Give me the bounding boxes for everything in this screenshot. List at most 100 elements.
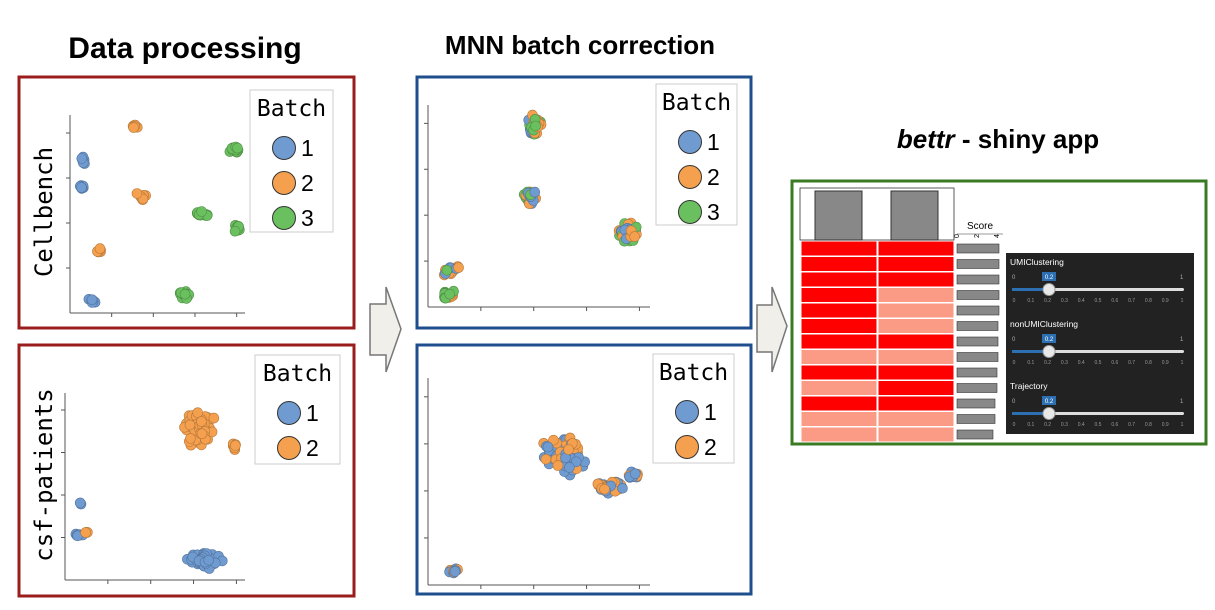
legend-swatch xyxy=(678,130,702,154)
legend-swatch xyxy=(272,171,296,195)
legend-swatch xyxy=(675,435,699,459)
cell-point xyxy=(86,294,98,306)
cell-point xyxy=(179,288,191,300)
dataset-label: Cellbench xyxy=(30,147,58,277)
cell-point xyxy=(599,483,610,495)
slider-fill xyxy=(1012,288,1049,291)
cell-point xyxy=(552,460,564,471)
slider-tick: 0.3 xyxy=(1061,298,1068,304)
cell-point xyxy=(563,444,574,455)
slider-tick: 0 xyxy=(1013,360,1016,366)
legend-label: 1 xyxy=(306,400,319,426)
slider-label: nonUMIClustering xyxy=(1010,319,1078,329)
legend-label: 3 xyxy=(301,205,314,231)
legend-label: 2 xyxy=(707,164,720,190)
slider-max: 1 xyxy=(1180,399,1184,405)
heat-cell xyxy=(800,287,878,303)
score-bar xyxy=(956,429,994,440)
slider-tick: 0.9 xyxy=(1162,298,1169,304)
slider-panel xyxy=(1006,253,1194,434)
legend-swatch xyxy=(675,400,699,424)
score-bar xyxy=(956,274,1000,285)
legend-label: 1 xyxy=(707,129,720,155)
slider-tick: 0.8 xyxy=(1145,422,1152,428)
heat-cell xyxy=(877,333,955,350)
score-bar xyxy=(956,398,996,409)
legend-box xyxy=(249,89,334,233)
slider-tick: 0.1 xyxy=(1027,422,1034,428)
cell-point xyxy=(230,440,241,451)
slider-tick: 0.3 xyxy=(1061,422,1068,428)
cell-point xyxy=(76,153,88,164)
heat-cell xyxy=(877,380,955,396)
panel-frame xyxy=(415,343,753,596)
legend-swatch xyxy=(277,401,301,425)
mnn-title: MNN batch correction xyxy=(445,30,715,60)
processing-title: Data processing xyxy=(68,32,301,65)
panel-frame xyxy=(415,75,753,330)
cell-point xyxy=(529,186,541,198)
cell-point xyxy=(449,566,461,577)
slider-tick: 0.7 xyxy=(1128,422,1135,428)
cell-point xyxy=(232,142,243,154)
cell-point xyxy=(629,468,641,480)
heat-cell xyxy=(877,271,955,288)
heat-cell xyxy=(877,302,955,319)
score-bar xyxy=(956,305,1000,316)
legend-title: Batch xyxy=(659,360,728,386)
cell-point xyxy=(196,428,208,440)
top-bar xyxy=(890,190,939,241)
top-bar xyxy=(814,190,863,241)
legend-swatch xyxy=(277,436,301,460)
legend-swatch xyxy=(272,136,296,160)
score-bar xyxy=(956,383,998,393)
slider-tick: 0.5 xyxy=(1095,422,1102,428)
cell-point xyxy=(453,262,464,273)
heat-cell xyxy=(877,349,955,365)
heat-cell xyxy=(800,333,878,350)
cell-point xyxy=(617,482,628,494)
slider-tick: 1 xyxy=(1181,422,1184,428)
heat-cell xyxy=(877,364,955,381)
slider-value-box xyxy=(1042,334,1056,343)
slider-fill xyxy=(1012,350,1049,353)
heat-cell xyxy=(800,349,878,365)
slider-value: 0.2 xyxy=(1045,337,1054,343)
legend-label: 3 xyxy=(707,199,720,225)
slider-tick: 0.9 xyxy=(1162,422,1169,428)
slider-tick: 1 xyxy=(1181,298,1184,304)
slider-min: 0 xyxy=(1012,337,1016,343)
heat-cell xyxy=(800,256,878,272)
cell-point xyxy=(229,225,241,237)
slider-tick: 0.5 xyxy=(1095,360,1102,366)
heat-cell xyxy=(800,271,878,288)
slider-handle[interactable] xyxy=(1042,283,1056,296)
legend-swatch xyxy=(272,206,296,230)
app-title: bettr - shiny app xyxy=(897,124,1099,154)
slider-tick: 1 xyxy=(1181,360,1184,366)
slider-tick: 0.4 xyxy=(1078,422,1085,428)
cell-point xyxy=(208,412,220,424)
slider-tick: 0.2 xyxy=(1044,422,1051,428)
panel-frame xyxy=(790,179,1208,446)
slider-tick: 0.4 xyxy=(1078,360,1085,366)
slider-tick: 0.8 xyxy=(1145,298,1152,304)
cell-point xyxy=(570,456,582,468)
slider-tick: 0.5 xyxy=(1095,298,1102,304)
slider-handle[interactable] xyxy=(1042,407,1056,420)
slider-max: 1 xyxy=(1180,337,1184,343)
slider-fill xyxy=(1012,412,1049,415)
score-bar xyxy=(956,414,996,424)
slider-handle[interactable] xyxy=(1042,345,1056,358)
app-title-rest: - shiny app xyxy=(955,124,1099,154)
slider-label: Trajectory xyxy=(1010,381,1048,391)
cell-point xyxy=(76,182,87,193)
panel-frame xyxy=(17,343,356,598)
slider-max: 1 xyxy=(1180,275,1184,281)
cell-point xyxy=(128,122,139,133)
legend-label: 1 xyxy=(704,399,717,425)
slider-tick: 0.6 xyxy=(1111,360,1118,366)
dataset-label: csf-patients xyxy=(30,388,58,561)
score-bar xyxy=(956,259,1000,269)
